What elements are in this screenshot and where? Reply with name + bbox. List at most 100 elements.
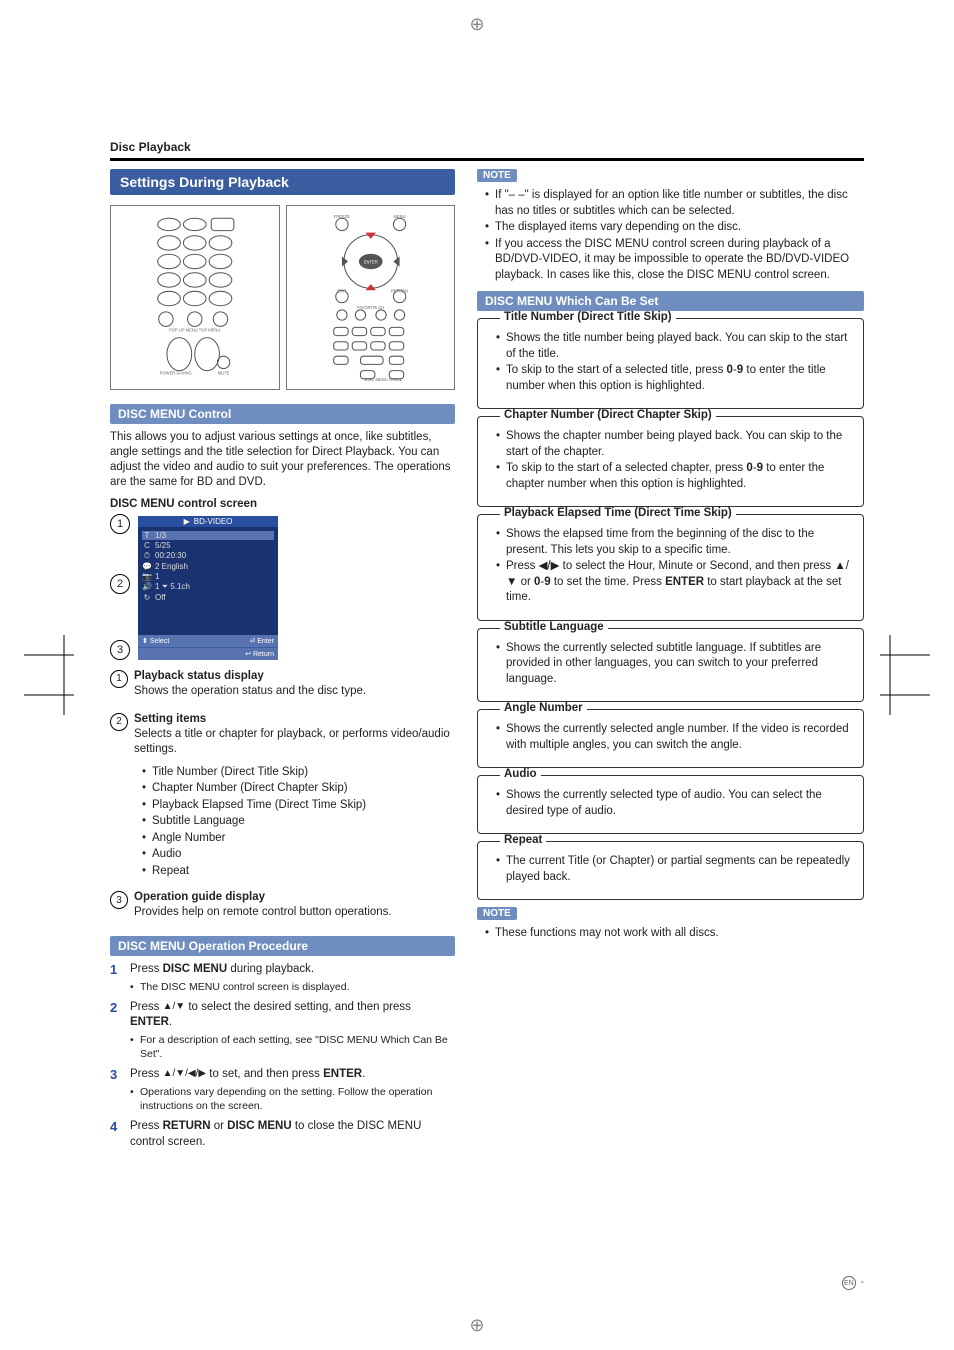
title-rule	[110, 158, 864, 161]
step-text: Press RETURN or DISC MENU to close the D…	[130, 1119, 455, 1150]
list-item: Press ◀/▶ to select the Hour, Minute or …	[496, 559, 853, 606]
remote-numpad: POP UP MENU TOP MENU POWER SAVING MUTE	[110, 205, 280, 390]
top-note-list: If "– –" is displayed for an option like…	[477, 188, 864, 283]
svg-text:FREEZE: FREEZE	[333, 214, 349, 219]
list-item: Shows the currently selected type of aud…	[496, 788, 853, 819]
infobox-title: Playback Elapsed Time (Direct Time Skip)	[500, 507, 736, 519]
list-item: Angle Number	[142, 831, 455, 847]
list-item: Repeat	[142, 864, 455, 880]
svg-text:POWER SAVING: POWER SAVING	[160, 371, 192, 376]
control-screen-mock: ▶BD-VIDEO T1/3C5/25⏱00:20:30💬2 English📷1…	[138, 516, 278, 660]
procedure-heading: DISC MENU Operation Procedure	[110, 936, 455, 956]
list-item: Shows the chapter number being played ba…	[496, 429, 853, 460]
callout-number: 1	[110, 670, 128, 688]
control-screen-label: DISC MENU control screen	[110, 498, 455, 510]
svg-text:RETURN: RETURN	[391, 288, 408, 293]
infobox: Title Number (Direct Title Skip)Shows th…	[477, 318, 864, 409]
screen-footer-select: Select	[150, 638, 169, 645]
list-item: Chapter Number (Direct Chapter Skip)	[142, 781, 455, 797]
list-item: Shows the currently selected subtitle la…	[496, 641, 853, 688]
step-number: 3	[110, 1067, 122, 1113]
svg-text:ENTER: ENTER	[363, 260, 377, 265]
list-item: Title Number (Direct Title Skip)	[142, 765, 455, 781]
trim-mark-left	[24, 635, 74, 715]
list-item: If you access the DISC MENU control scre…	[485, 237, 864, 284]
screen-footer-return: Return	[253, 651, 274, 658]
registration-mark-bottom: ⊕	[469, 1315, 484, 1336]
callout-desc: Shows the operation status and the disc …	[134, 684, 455, 699]
step-number: 1	[110, 962, 122, 994]
svg-text:MENU: MENU	[393, 214, 405, 219]
screen-footer-enter: Enter	[257, 638, 274, 645]
infobox: Playback Elapsed Time (Direct Time Skip)…	[477, 514, 864, 621]
note-label-top: NOTE	[477, 169, 517, 182]
callout-number: 2	[110, 713, 128, 731]
infobox-title: Chapter Number (Direct Chapter Skip)	[500, 409, 716, 421]
infobox-title: Angle Number	[500, 702, 587, 714]
svg-text:POP UP MENU TOP MENU: POP UP MENU TOP MENU	[169, 327, 220, 332]
registration-mark-top: ⊕	[469, 14, 484, 35]
infobox-title: Audio	[500, 768, 541, 780]
manual-page: ⊕ ⊕ Disc Playback Settings During Playba…	[0, 0, 954, 1350]
list-item: Subtitle Language	[142, 814, 455, 830]
svg-text:FAVORITE CH: FAVORITE CH	[357, 305, 384, 310]
infobox-title: Repeat	[500, 834, 546, 846]
list-item: These functions may not work with all di…	[485, 926, 864, 942]
list-item: If "– –" is displayed for an option like…	[485, 188, 864, 219]
callout-title: Playback status display	[134, 670, 264, 682]
list-item: Audio	[142, 847, 455, 863]
list-item: The displayed items vary depending on th…	[485, 220, 864, 236]
svg-text:MUTE: MUTE	[218, 371, 230, 376]
trim-mark-right	[880, 635, 930, 715]
step-text: Press DISC MENU during playback.The DISC…	[130, 962, 455, 994]
infobox: Subtitle LanguageShows the currently sel…	[477, 628, 864, 703]
can-be-set-heading: DISC MENU Which Can Be Set	[477, 291, 864, 311]
list-item: The current Title (or Chapter) or partia…	[496, 854, 853, 885]
step-sub: The DISC MENU control screen is displaye…	[130, 980, 455, 994]
callout-desc: Selects a title or chapter for playback,…	[134, 727, 455, 757]
control-screen-figure: 1 2 3 ▶BD-VIDEO T1/3C5/25⏱00:20:30💬2 Eng…	[110, 516, 455, 660]
page-title: Disc Playback	[110, 140, 864, 154]
callout-number: 3	[110, 891, 128, 909]
step-sub: Operations vary depending on the setting…	[130, 1085, 455, 1113]
infobox: Angle NumberShows the currently selected…	[477, 709, 864, 768]
settings-banner: Settings During Playback	[110, 169, 455, 195]
callout-items: 1 Playback status display Shows the oper…	[110, 670, 455, 928]
infobox: Chapter Number (Direct Chapter Skip)Show…	[477, 416, 864, 507]
list-item: Shows the title number being played back…	[496, 331, 853, 362]
infobox: RepeatThe current Title (or Chapter) or …	[477, 841, 864, 900]
callout-1: 1	[110, 514, 130, 534]
step-text: Press ▲/▼/◀/▶ to set, and then press ENT…	[130, 1067, 455, 1113]
left-column: Settings During Playback	[110, 169, 455, 1156]
svg-text:EXIT: EXIT	[337, 288, 347, 293]
step-number: 4	[110, 1119, 122, 1150]
svg-text:DISC MENU ANGLE: DISC MENU ANGLE	[364, 377, 402, 382]
list-item: To skip to the start of a selected chapt…	[496, 461, 853, 492]
note-label-bottom: NOTE	[477, 907, 517, 920]
right-column: NOTE If "– –" is displayed for an option…	[477, 169, 864, 1156]
callout-2: 2	[110, 574, 130, 594]
callout-title: Operation guide display	[134, 891, 265, 903]
list-item: Playback Elapsed Time (Direct Time Skip)	[142, 798, 455, 814]
infobox-title: Title Number (Direct Title Skip)	[500, 311, 676, 323]
list-item: Shows the elapsed time from the beginnin…	[496, 527, 853, 558]
list-item: Shows the currently selected angle numbe…	[496, 722, 853, 753]
step-text: Press ▲/▼ to select the desired setting,…	[130, 1000, 455, 1061]
callout-title: Setting items	[134, 713, 206, 725]
infobox: AudioShows the currently selected type o…	[477, 775, 864, 834]
infobox-title: Subtitle Language	[500, 621, 608, 633]
remote-nav: FREEZE MENU ENTER EXIT RETURN FAVORITE C…	[286, 205, 456, 390]
step-number: 2	[110, 1000, 122, 1061]
content-columns: Settings During Playback	[110, 169, 864, 1156]
page-number: EN -	[842, 1276, 864, 1290]
disc-menu-control-intro: This allows you to adjust various settin…	[110, 430, 455, 490]
can-be-set-boxes: Title Number (Direct Title Skip)Shows th…	[477, 318, 864, 900]
list-item: To skip to the start of a selected title…	[496, 363, 853, 394]
screen-header-text: BD-VIDEO	[194, 517, 233, 526]
callout-3: 3	[110, 640, 130, 660]
procedure-steps: 1 Press DISC MENU during playback.The DI…	[110, 962, 455, 1150]
step-sub: For a description of each setting, see "…	[130, 1033, 455, 1061]
disc-menu-control-heading: DISC MENU Control	[110, 404, 455, 424]
remote-illustrations: POP UP MENU TOP MENU POWER SAVING MUTE	[110, 205, 455, 390]
callout-desc: Provides help on remote control button o…	[134, 905, 455, 920]
